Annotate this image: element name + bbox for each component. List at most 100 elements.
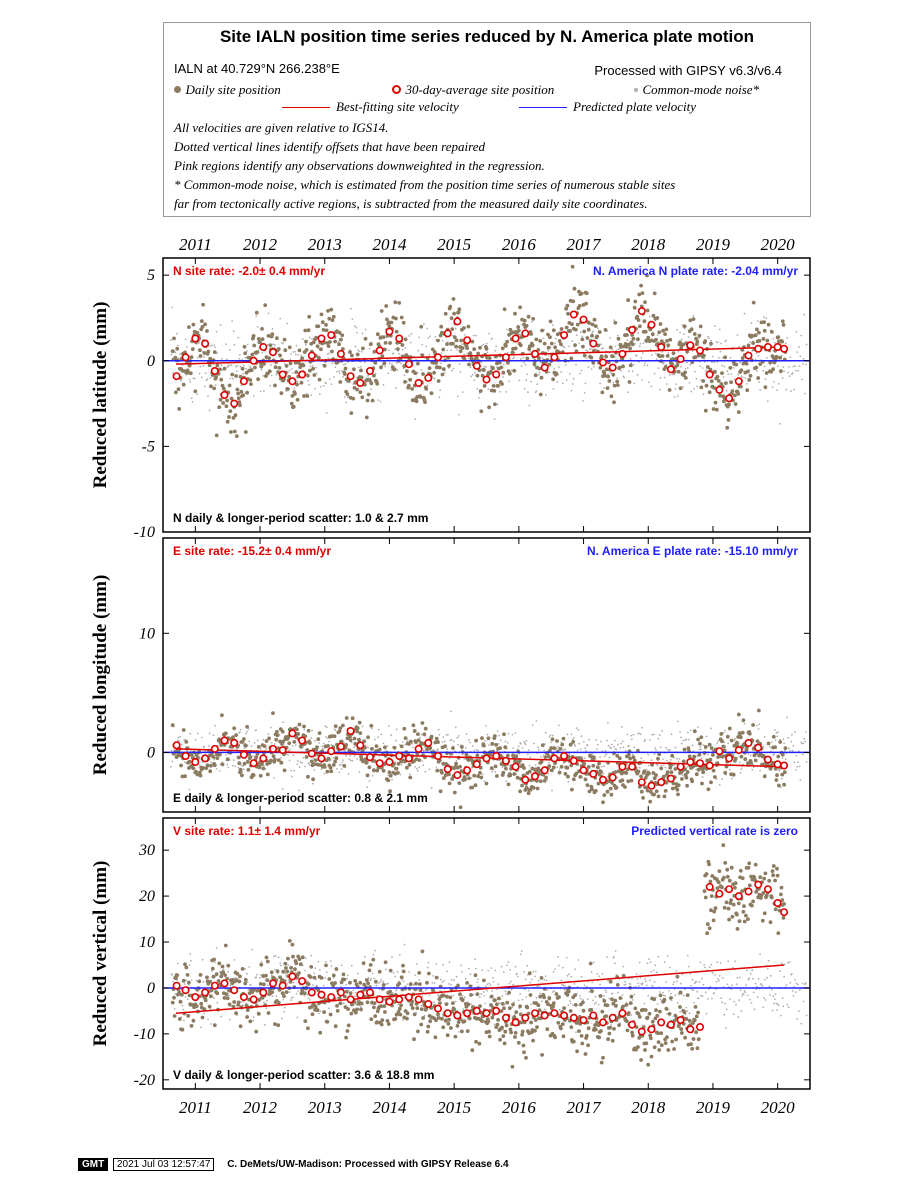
- daily-position-point: [761, 337, 766, 341]
- daily-position-point: [583, 777, 588, 782]
- common-mode-point: [643, 364, 646, 367]
- daily-position-point: [383, 1010, 387, 1014]
- daily-position-point: [262, 362, 266, 366]
- daily-position-point: [739, 754, 744, 759]
- daily-position-point: [413, 371, 418, 376]
- common-mode-point: [259, 748, 262, 750]
- daily-position-point: [724, 381, 728, 385]
- common-mode-point: [774, 993, 777, 996]
- common-mode-point: [579, 997, 582, 1000]
- daily-position-point: [419, 1022, 424, 1027]
- common-mode-point: [306, 993, 309, 996]
- daily-position-point: [225, 996, 230, 1001]
- daily-position-point: [172, 336, 176, 341]
- daily-position-point: [707, 390, 712, 395]
- common-mode-point: [798, 365, 801, 367]
- daily-position-point: [645, 273, 649, 278]
- common-mode-point: [579, 372, 581, 375]
- common-mode-point: [314, 739, 317, 742]
- common-mode-point: [548, 354, 550, 357]
- daily-position-point: [260, 327, 264, 331]
- common-mode-point: [353, 746, 355, 749]
- daily-position-point: [754, 365, 759, 370]
- common-mode-point: [225, 754, 227, 756]
- daily-position-point: [713, 400, 718, 405]
- common-mode-point: [530, 978, 533, 981]
- average-position-point: [773, 760, 782, 769]
- daily-position-point: [480, 373, 485, 378]
- daily-position-point: [730, 389, 735, 393]
- daily-position-point: [415, 1006, 420, 1011]
- common-mode-point: [676, 980, 678, 983]
- common-mode-point: [388, 362, 391, 365]
- daily-position-point: [218, 752, 222, 757]
- common-mode-point: [475, 748, 478, 751]
- common-mode-point: [296, 763, 299, 766]
- daily-position-point: [451, 341, 455, 346]
- common-mode-point: [259, 974, 262, 976]
- common-mode-point: [318, 742, 320, 744]
- common-mode-point: [287, 754, 289, 756]
- legend-note: Dotted vertical lines identify offsets t…: [174, 139, 485, 154]
- common-mode-point: [437, 728, 440, 731]
- daily-position-point: [203, 322, 208, 327]
- common-mode-point: [675, 383, 678, 385]
- daily-position-point: [643, 300, 647, 304]
- common-mode-point: [288, 759, 291, 762]
- daily-position-point: [358, 731, 363, 735]
- daily-position-point: [474, 356, 479, 360]
- y-axis-label: Reduced latitude (mm): [90, 302, 111, 489]
- daily-position-point: [478, 389, 483, 393]
- y-tick-label: 10: [139, 625, 155, 642]
- daily-position-point: [225, 419, 230, 424]
- common-mode-point: [246, 730, 248, 733]
- common-mode-point: [414, 766, 417, 768]
- common-mode-point: [345, 754, 348, 757]
- common-mode-point: [715, 778, 718, 781]
- common-mode-point: [174, 992, 177, 995]
- common-mode-point: [599, 983, 601, 986]
- common-mode-point: [590, 971, 593, 974]
- daily-position-point: [587, 789, 592, 794]
- common-mode-point: [579, 995, 581, 997]
- common-mode-point: [791, 734, 793, 736]
- common-mode-point: [738, 999, 740, 1002]
- common-mode-point: [604, 989, 607, 992]
- average-position-point: [249, 356, 258, 365]
- common-mode-point: [673, 764, 676, 767]
- common-mode-point: [275, 373, 278, 376]
- daily-position-point: [248, 378, 253, 382]
- common-mode-point: [483, 995, 486, 997]
- daily-position-point: [525, 356, 530, 361]
- common-mode-point: [387, 982, 390, 985]
- daily-position-point: [382, 361, 387, 366]
- average-position-point: [657, 342, 666, 351]
- daily-position-point: [333, 339, 337, 344]
- daily-position-point: [200, 1015, 205, 1020]
- common-mode-point: [650, 970, 653, 973]
- common-mode-point: [295, 344, 298, 347]
- common-mode-point: [787, 961, 789, 964]
- common-mode-point: [451, 334, 454, 337]
- common-mode-point: [773, 1002, 775, 1005]
- common-mode-point: [227, 971, 230, 973]
- average-position-point: [482, 754, 491, 763]
- common-mode-point: [680, 742, 683, 745]
- common-mode-point: [472, 993, 475, 996]
- common-mode-point: [200, 1026, 202, 1029]
- daily-position-point: [551, 328, 556, 333]
- average-symbol-icon: [392, 85, 401, 95]
- daily-position-point: [307, 314, 312, 319]
- daily-position-point: [322, 1010, 326, 1014]
- common-mode-point: [357, 349, 359, 352]
- daily-position-point: [223, 943, 228, 948]
- common-mode-point: [787, 371, 789, 374]
- daily-position-point: [529, 332, 533, 336]
- daily-position-point: [472, 773, 477, 778]
- daily-position-point: [645, 788, 650, 793]
- daily-position-point: [466, 324, 471, 329]
- daily-position-point: [282, 768, 287, 773]
- common-mode-point: [632, 363, 635, 366]
- daily-position-point: [604, 367, 609, 372]
- common-mode-point: [526, 964, 528, 967]
